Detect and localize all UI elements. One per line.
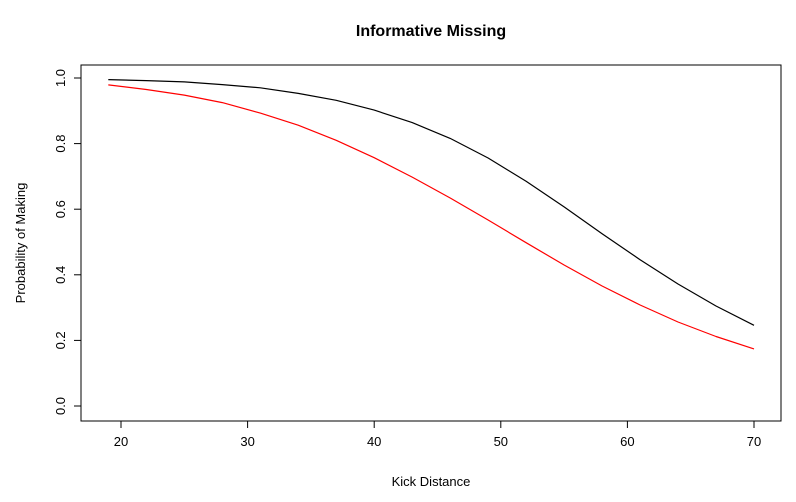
y-axis-label: Probability of Making [13,183,28,304]
x-tick-label: 30 [240,434,254,449]
y-tick-label: 0.6 [53,200,68,218]
x-axis: 20 30 40 50 60 70 [114,420,761,449]
x-tick-label: 50 [494,434,508,449]
x-tick-label: 40 [367,434,381,449]
y-tick-label: 0.0 [53,397,68,415]
series-line-1 [108,79,755,326]
x-tick-label: 60 [620,434,634,449]
y-tick-label: 1.0 [53,69,68,87]
x-tick-label: 20 [114,434,128,449]
series-line-2 [108,84,755,350]
x-axis-label: Kick Distance [392,474,471,489]
y-tick-label: 0.2 [53,331,68,349]
series-layer [108,79,755,350]
x-tick-label: 70 [747,434,761,449]
y-axis: 0.0 0.2 0.4 0.6 0.8 1.0 [53,69,82,415]
plot-area-frame [80,64,782,422]
y-tick-label: 0.8 [53,135,68,153]
y-tick-label: 0.4 [53,266,68,284]
chart-title: Informative Missing [356,23,506,40]
